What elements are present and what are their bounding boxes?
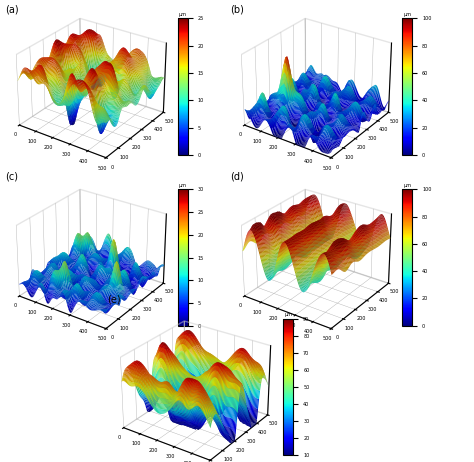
Text: (e): (e)	[107, 295, 120, 305]
Title: µm: µm	[284, 312, 292, 317]
Text: (d): (d)	[230, 172, 244, 182]
Title: µm: µm	[179, 182, 187, 188]
Text: (a): (a)	[5, 5, 18, 15]
Title: µm: µm	[403, 12, 411, 17]
Text: (b): (b)	[230, 5, 244, 15]
Title: µm: µm	[403, 182, 411, 188]
Title: µm: µm	[179, 12, 187, 17]
Text: (c): (c)	[5, 172, 18, 182]
